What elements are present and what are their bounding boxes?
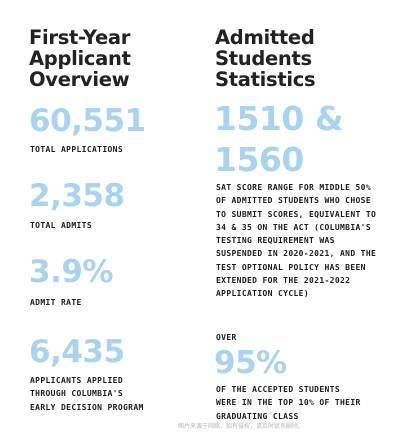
top-ten-percent-label: OF THE ACCEPTED STUDENTS WERE IN THE TOP… <box>216 385 361 421</box>
sat-range-value: 1510 & 1560 <box>214 99 344 179</box>
applicant-overview-heading: First-Year Applicant Overview <box>29 26 131 91</box>
early-decision-value: 6,435 <box>29 334 125 370</box>
over-label: OVER <box>216 333 237 342</box>
total-admits-value: 2,358 <box>29 178 125 214</box>
top-ten-percent-value: 95% <box>214 345 287 381</box>
total-admits-label: TOTAL ADMITS <box>30 221 92 230</box>
admit-rate-label: ADMIT RATE <box>30 298 82 307</box>
admitted-statistics-heading: Admitted Students Statistics <box>215 26 316 91</box>
early-decision-label: APPLICANTS APPLIED THROUGH COLUMBIA'S EA… <box>30 376 144 412</box>
watermark-text: 图片来源于网络，如有侵权，请及时联系删除。 <box>178 423 305 430</box>
total-applications-label: TOTAL APPLICATIONS <box>30 145 123 154</box>
total-applications-value: 60,551 <box>29 103 146 139</box>
sat-range-label: SAT SCORE RANGE FOR MIDDLE 50% OF ADMITT… <box>216 183 377 299</box>
admit-rate-value: 3.9% <box>29 254 113 290</box>
